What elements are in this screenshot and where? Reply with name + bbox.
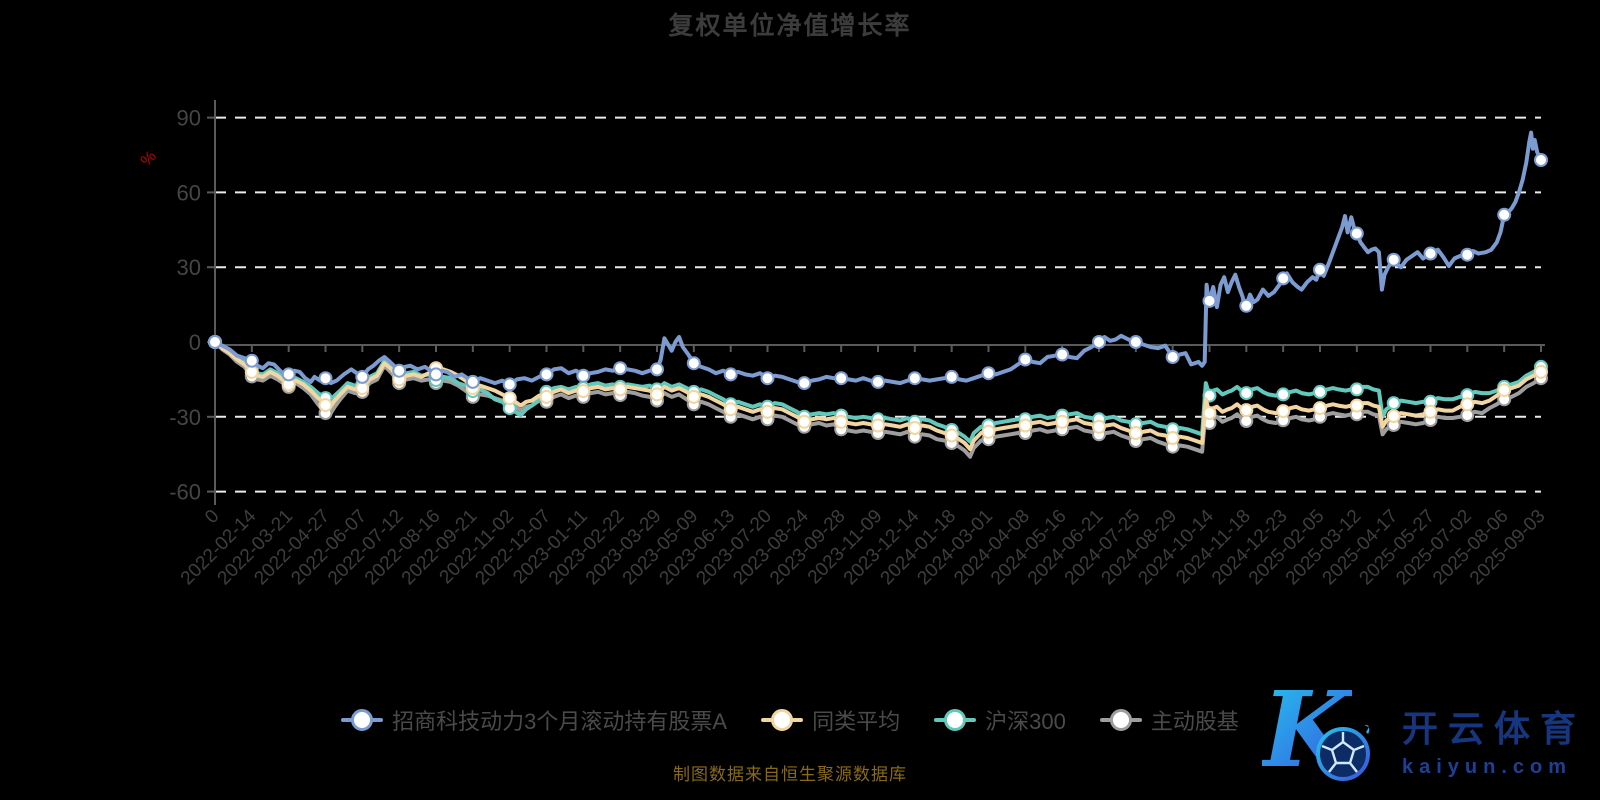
soccer-ball-icon — [1315, 724, 1370, 781]
x-tick-label: 0 — [201, 506, 223, 528]
y-tick-label: -60 — [169, 480, 201, 505]
data-source-note: 制图数据来自恒生聚源数据库 — [673, 765, 907, 784]
legend-label: 主动股基 — [1150, 709, 1239, 734]
chart-legend: 招商科技动力3个月滚动持有股票A 同类平均 沪深300 主动股基 — [240, 704, 1340, 736]
y-tick-label: 60 — [177, 180, 201, 205]
legend-label: 沪深300 — [985, 709, 1066, 734]
series-markers-招商科技动力3个月滚动持有股票A — [208, 153, 1548, 392]
legend-marker-icon — [934, 709, 977, 731]
y-axis-labels: 90 60 30 0 -30 -60% — [138, 106, 201, 505]
x-axis-labels: 02022-02-142022-03-212022-04-272022-06-0… — [177, 505, 1550, 589]
y-axis-unit: % — [138, 148, 160, 170]
legend-item-3[interactable]: 沪深300 — [934, 704, 1066, 736]
legend-item-4[interactable]: 主动股基 — [1099, 704, 1239, 736]
legend-marker-icon — [1099, 709, 1142, 731]
y-tick-label: -30 — [169, 405, 201, 430]
axes — [214, 100, 1545, 505]
series-line-招商科技动力3个月滚动持有股票A — [213, 130, 1543, 387]
y-tick-label: 90 — [177, 106, 201, 131]
watermark-domain: kaiyun.com — [1401, 755, 1573, 778]
legend-item-1[interactable]: 招商科技动力3个月滚动持有股票A — [341, 704, 727, 736]
y-tick-label: 0 — [189, 330, 201, 355]
legend-label: 招商科技动力3个月滚动持有股票A — [392, 709, 728, 734]
legend-label: 同类平均 — [812, 709, 901, 734]
watermark-text: 开云体育 kaiyun.com — [1402, 700, 1586, 785]
chart-title: 复权单位净值增长率 — [668, 12, 912, 40]
kaiyun-logo: K — [1262, 678, 1390, 794]
watermark-brand: 开云体育 — [1401, 707, 1586, 749]
legend-marker-icon — [761, 709, 804, 731]
x-axis-ticks — [214, 345, 1542, 352]
legend-marker-icon — [341, 709, 384, 731]
watermark: K 开云体育 kaiyun.com — [1262, 678, 1586, 794]
y-tick-label: 30 — [177, 255, 201, 280]
legend-item-2[interactable]: 同类平均 — [761, 704, 900, 736]
series-markers-主动股基 — [208, 335, 1548, 454]
